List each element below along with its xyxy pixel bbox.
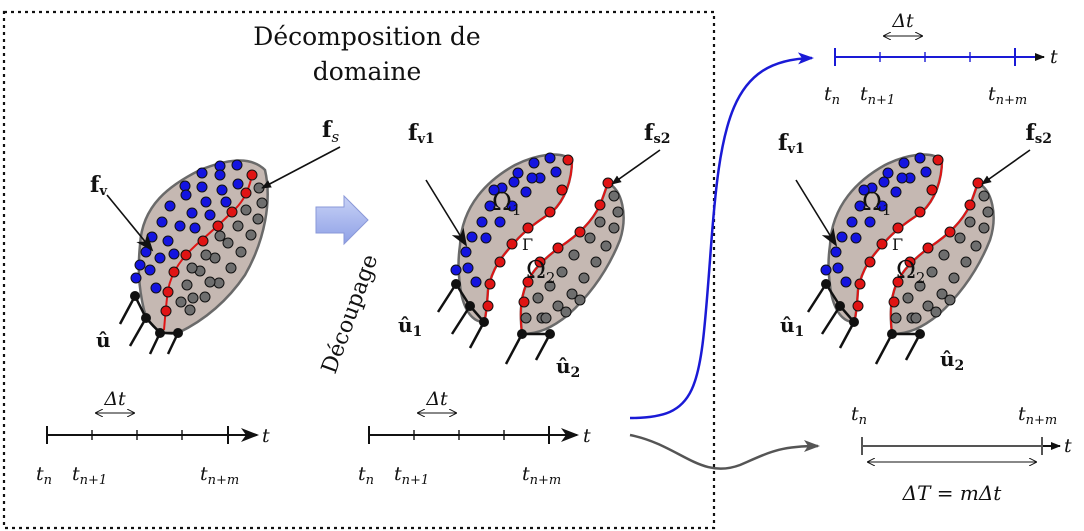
timeline-middle-tn: tn bbox=[358, 463, 374, 488]
supports-omega1-nodes bbox=[451, 279, 489, 327]
u-hat2-label-right: û2 bbox=[940, 347, 964, 374]
red-nodes-omega1 bbox=[482, 154, 574, 312]
timeline-left-tn1: tn+1 bbox=[72, 463, 107, 488]
blue-nodes-right bbox=[820, 152, 932, 288]
decoupage-arrow bbox=[315, 194, 369, 246]
decoupage-label: Découpage bbox=[317, 251, 383, 377]
timeline-fine-tnm: tn+m bbox=[988, 83, 1027, 108]
domain-split-right: fv1 fs2 Ω1 Ω2 Γ û1 û2 bbox=[778, 120, 1052, 374]
coarse-link-curve bbox=[629, 433, 820, 470]
timeline-left-t: t bbox=[262, 425, 270, 447]
timeline-coarse-t: t bbox=[1064, 435, 1072, 457]
interface-line-full bbox=[163, 174, 253, 331]
fv1-arrow-right bbox=[795, 179, 838, 247]
supports-omega2 bbox=[504, 332, 552, 365]
timeline-left-tn: tn bbox=[36, 463, 52, 488]
fs-arrow bbox=[261, 146, 341, 189]
timeline-coarse-tn: tn bbox=[851, 403, 867, 428]
domain-split: fv1 fs2 Ω1 Ω2 Γ û1 û2 bbox=[398, 120, 671, 381]
timeline-fine-dt: Δt bbox=[891, 10, 914, 32]
fs2-arrow bbox=[611, 149, 661, 185]
u-hat1-label-right: û1 bbox=[780, 313, 804, 340]
timeline-fine-tn: tn bbox=[824, 83, 840, 108]
blue-nodes-omega1 bbox=[450, 152, 562, 288]
u-hat2-label: û2 bbox=[556, 354, 580, 381]
supports-full-nodes bbox=[130, 291, 183, 338]
gray-nodes-omega2 bbox=[520, 190, 624, 324]
supports-full bbox=[118, 295, 180, 355]
decomposition-box bbox=[2, 10, 716, 530]
fine-link-curve bbox=[629, 52, 814, 420]
omega2-label: Ω2 bbox=[526, 256, 555, 287]
omega2-label-right: Ω2 bbox=[896, 256, 925, 287]
fv1-label-right: fv1 bbox=[778, 130, 805, 157]
box-title-line2: domaine bbox=[313, 57, 422, 86]
supports-right-nodes bbox=[821, 279, 925, 339]
domain-full: fv fs û bbox=[90, 117, 341, 355]
timeline-left: Δt t tn tn+1 tn+m bbox=[36, 388, 270, 488]
gray-nodes-right bbox=[890, 190, 994, 324]
fs2-label-right: fs2 bbox=[1025, 120, 1052, 147]
timeline-middle-tnm: tn+m bbox=[522, 463, 561, 488]
gray-nodes-full bbox=[175, 182, 268, 316]
fv1-arrow bbox=[425, 179, 468, 247]
timeline-middle-t: t bbox=[583, 425, 591, 447]
timeline-middle-dt: Δt bbox=[425, 388, 448, 410]
fv-label: fv bbox=[90, 172, 107, 199]
timeline-coarse: t tn tn+m ΔT = mΔt bbox=[851, 403, 1072, 505]
fv1-label: fv1 bbox=[408, 120, 435, 147]
u-hat1-label: û1 bbox=[398, 313, 422, 340]
omega1-label: Ω1 bbox=[492, 188, 521, 219]
blue-nodes-full bbox=[130, 159, 244, 294]
red-nodes-full bbox=[160, 169, 258, 317]
timeline-coarse-tnm: tn+m bbox=[1018, 403, 1057, 428]
fs2-arrow-right bbox=[981, 149, 1031, 185]
timeline-left-tnm: tn+m bbox=[200, 463, 239, 488]
omega1-label-right: Ω1 bbox=[862, 188, 891, 219]
supports-omega2-nodes bbox=[517, 329, 555, 339]
red-nodes-right bbox=[852, 154, 984, 312]
timeline-left-dt: Δt bbox=[103, 388, 126, 410]
timeline-fine-tn1: tn+1 bbox=[860, 83, 895, 108]
box-title-line1: Décomposition de bbox=[253, 22, 480, 51]
fs-label: fs bbox=[322, 117, 339, 146]
gamma-label: Γ bbox=[522, 235, 533, 254]
u-hat-label: û bbox=[96, 328, 111, 352]
timeline-middle: Δt t tn tn+1 tn+m bbox=[358, 388, 591, 488]
fv-arrow bbox=[106, 194, 154, 252]
timeline-fine-t: t bbox=[1050, 46, 1058, 68]
timeline-fine: Δt t tn tn+1 tn+m bbox=[824, 10, 1058, 108]
gamma-label-right: Γ bbox=[892, 235, 903, 254]
timeline-middle-tn1: tn+1 bbox=[394, 463, 429, 488]
coarse-step-label: ΔT = mΔt bbox=[902, 481, 1003, 505]
red-nodes-omega2 bbox=[518, 177, 614, 308]
fs2-label: fs2 bbox=[644, 120, 671, 147]
